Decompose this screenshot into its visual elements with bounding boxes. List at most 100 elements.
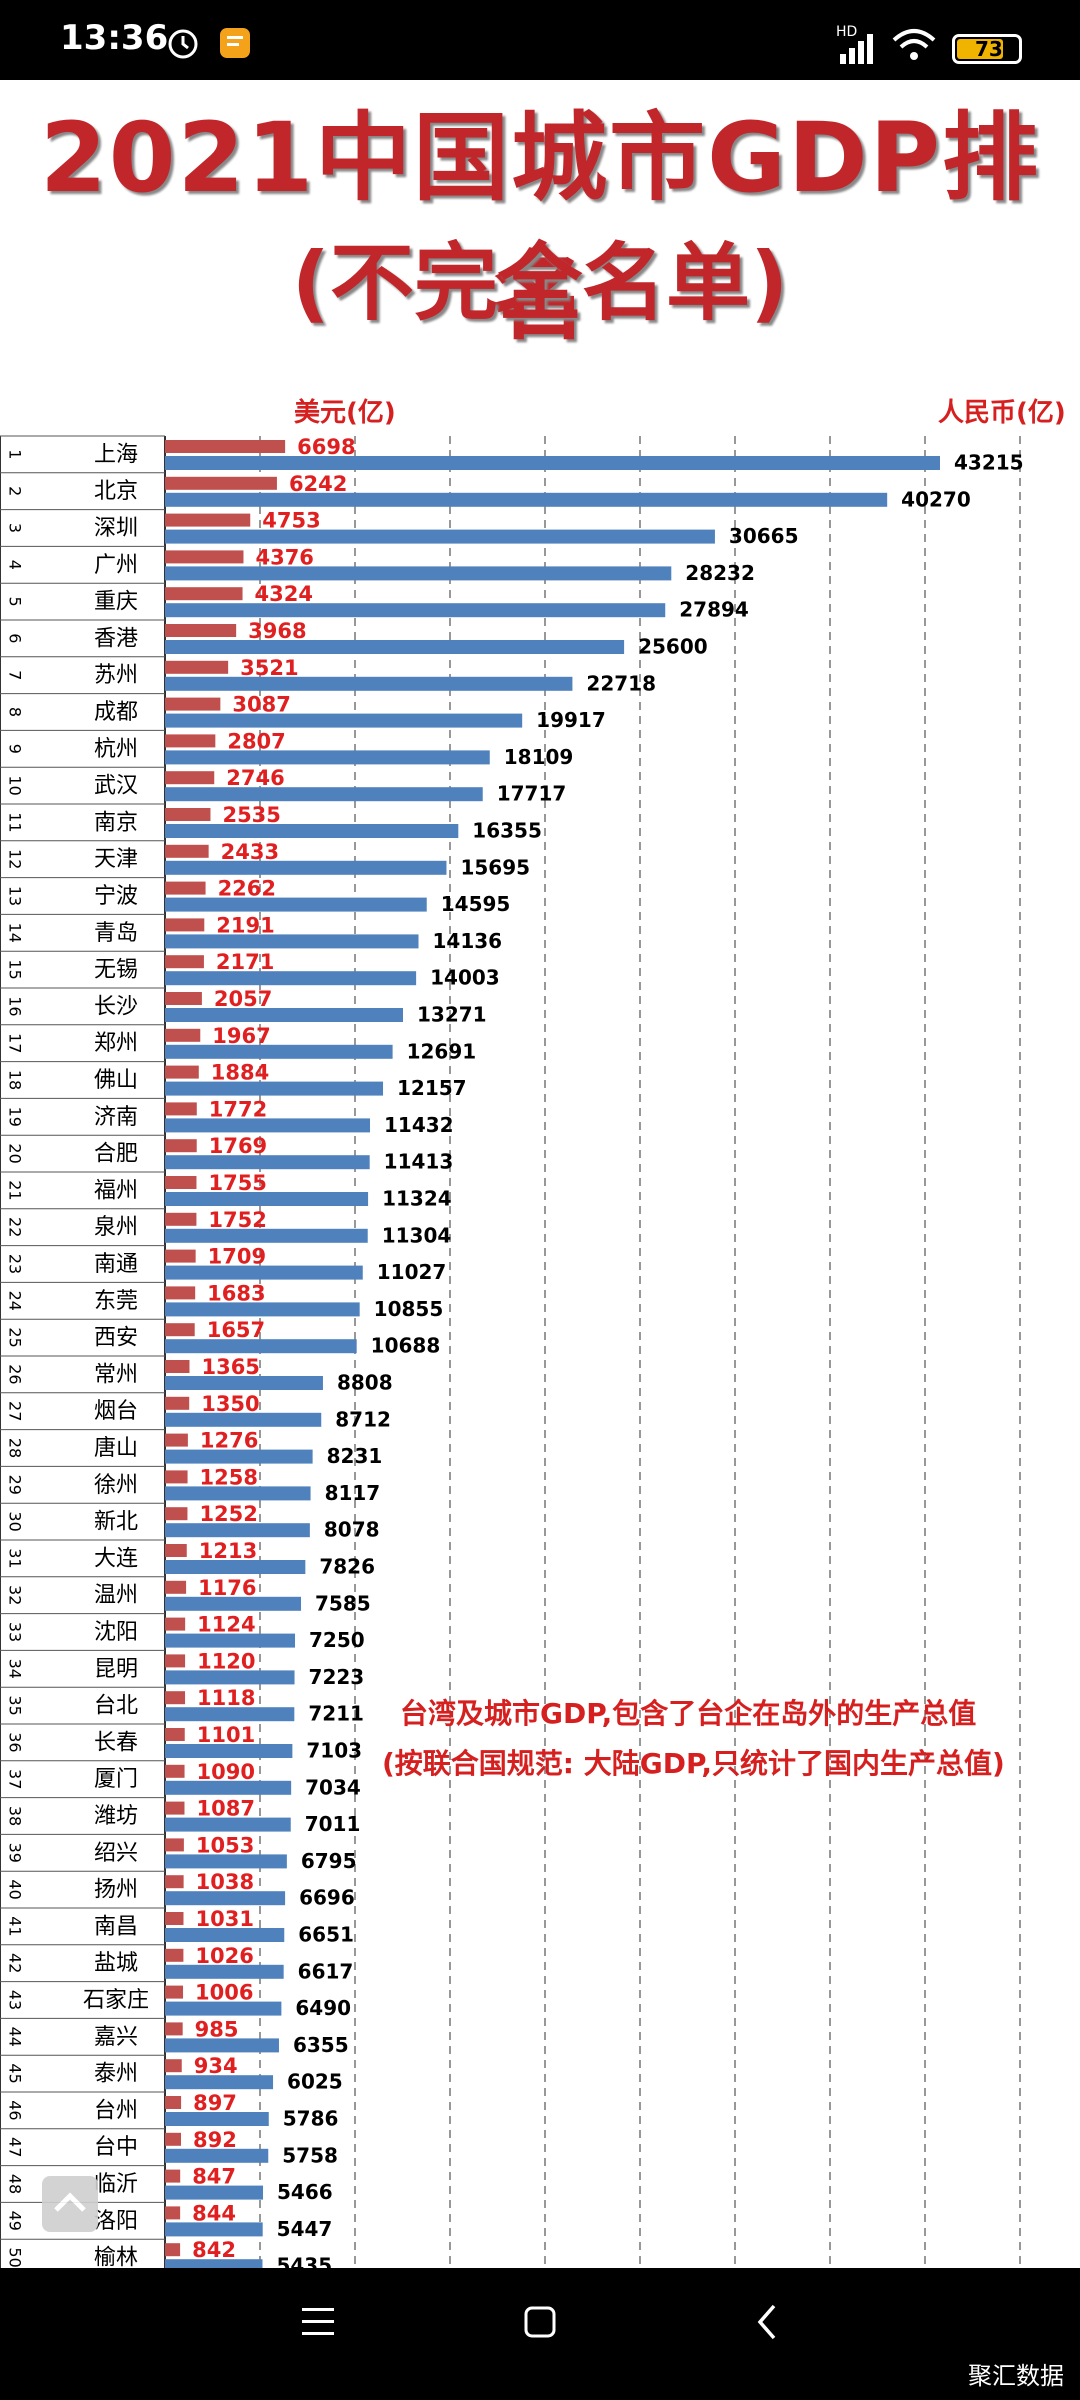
rmb-value-label: 17717 xyxy=(497,782,567,806)
usd-bar xyxy=(165,550,244,564)
menu-icon[interactable] xyxy=(298,2302,338,2342)
usd-bar xyxy=(165,1507,188,1521)
city-label: 郑州 xyxy=(94,1031,138,1056)
rank-label: 8 xyxy=(6,707,25,717)
rmb-bar xyxy=(165,2075,274,2090)
rmb-bar xyxy=(165,971,417,986)
rmb-bar xyxy=(165,1633,296,1648)
city-label: 宁波 xyxy=(94,884,138,909)
rank-label: 5 xyxy=(6,597,25,607)
rank-label: 32 xyxy=(6,1585,25,1605)
rmb-value-label: 7826 xyxy=(319,1555,375,1579)
city-label: 上海 xyxy=(94,442,138,467)
usd-value-label: 1176 xyxy=(198,1576,256,1600)
rmb-value-label: 14595 xyxy=(441,892,511,916)
rank-label: 47 xyxy=(6,2137,25,2157)
usd-value-label: 1087 xyxy=(196,1797,254,1821)
usd-bar xyxy=(165,697,221,711)
usd-bar xyxy=(165,771,215,785)
usd-bar xyxy=(165,1875,184,1889)
rmb-bar xyxy=(165,2112,269,2126)
city-label: 扬州 xyxy=(94,1878,138,1903)
rmb-bar xyxy=(165,456,940,470)
rank-label: 28 xyxy=(6,1438,25,1458)
rank-label: 38 xyxy=(6,1806,25,1826)
rmb-bar xyxy=(165,1560,306,1574)
city-label: 天津 xyxy=(94,847,138,872)
usd-bar xyxy=(165,1176,197,1189)
rmb-bar xyxy=(165,1780,292,1795)
usd-bar xyxy=(165,660,229,674)
rmb-bar xyxy=(165,1155,370,1170)
usd-bar xyxy=(165,1102,197,1116)
usd-bar xyxy=(165,844,209,858)
usd-value-label: 1252 xyxy=(199,1502,257,1526)
city-label: 长春 xyxy=(94,1730,138,1755)
back-icon[interactable] xyxy=(748,2302,788,2342)
city-label: 新北 xyxy=(94,1510,138,1535)
rmb-bar xyxy=(165,1412,322,1427)
usd-value-label: 3968 xyxy=(248,619,306,643)
wifi-icon xyxy=(892,29,936,60)
status-bar: 13:36 HD 73 xyxy=(0,0,1080,80)
city-label: 烟台 xyxy=(94,1399,138,1424)
usd-bar xyxy=(165,1470,188,1484)
rmb-bar xyxy=(165,713,523,728)
rank-label: 16 xyxy=(6,996,25,1016)
usd-value-label: 1755 xyxy=(208,1171,266,1195)
usd-value-label: 934 xyxy=(194,2054,238,2078)
rmb-value-label: 5466 xyxy=(277,2180,333,2204)
rmb-value-label: 10688 xyxy=(371,1334,441,1358)
rmb-value-label: 6651 xyxy=(298,1923,354,1947)
usd-value-label: 1258 xyxy=(200,1465,258,1489)
usd-value-label: 6698 xyxy=(297,435,355,459)
rmb-bar xyxy=(165,1964,284,1979)
rmb-bar xyxy=(165,529,715,544)
rank-label: 14 xyxy=(6,923,25,943)
city-label: 厦门 xyxy=(94,1767,138,1792)
signal-icon xyxy=(840,34,873,64)
rmb-value-label: 7211 xyxy=(308,1702,364,1726)
rmb-bar xyxy=(165,1376,323,1390)
rank-label: 35 xyxy=(6,1695,25,1715)
city-label: 台北 xyxy=(94,1694,138,1719)
rank-label: 6 xyxy=(6,633,25,643)
rank-label: 33 xyxy=(6,1622,25,1642)
rank-label: 23 xyxy=(6,1254,25,1274)
rmb-value-label: 8712 xyxy=(335,1407,391,1431)
usd-value-label: 1683 xyxy=(207,1281,265,1305)
rank-label: 43 xyxy=(6,1990,25,2010)
rmb-bar xyxy=(165,603,666,618)
home-icon[interactable] xyxy=(520,2302,560,2342)
usd-value-label: 1118 xyxy=(197,1686,255,1710)
usd-bar xyxy=(165,1323,195,1337)
rmb-bar xyxy=(165,1670,295,1685)
rmb-bar xyxy=(165,1744,293,1758)
rank-label: 40 xyxy=(6,1879,25,1899)
rmb-bar xyxy=(165,860,447,875)
city-label: 石家庄 xyxy=(83,1988,149,2013)
city-label: 深圳 xyxy=(94,516,138,541)
usd-bar xyxy=(165,1212,197,1226)
rank-label: 22 xyxy=(6,1217,25,1237)
rank-label: 24 xyxy=(6,1291,25,1311)
rmb-value-label: 8808 xyxy=(337,1371,393,1395)
city-label: 昆明 xyxy=(94,1657,138,1682)
usd-value-label: 4376 xyxy=(255,545,313,569)
city-label: 沈阳 xyxy=(94,1620,138,1645)
rmb-bar xyxy=(165,1008,403,1022)
scroll-to-top-button[interactable] xyxy=(42,2176,98,2232)
watermark: 聚汇数据 xyxy=(968,2362,1064,2390)
rmb-value-label: 11027 xyxy=(377,1260,447,1284)
city-label: 广州 xyxy=(94,553,138,578)
usd-value-label: 897 xyxy=(193,2091,237,2115)
rmb-bar xyxy=(165,824,459,838)
rank-label: 2 xyxy=(6,486,25,496)
usd-bar xyxy=(165,1838,184,1852)
rmb-bar xyxy=(165,1854,287,1869)
usd-value-label: 2262 xyxy=(218,877,276,901)
chevron-up-icon xyxy=(54,2192,86,2212)
usd-bar xyxy=(165,2096,182,2109)
rank-label: 13 xyxy=(6,886,25,906)
rmb-bar xyxy=(165,2222,263,2237)
